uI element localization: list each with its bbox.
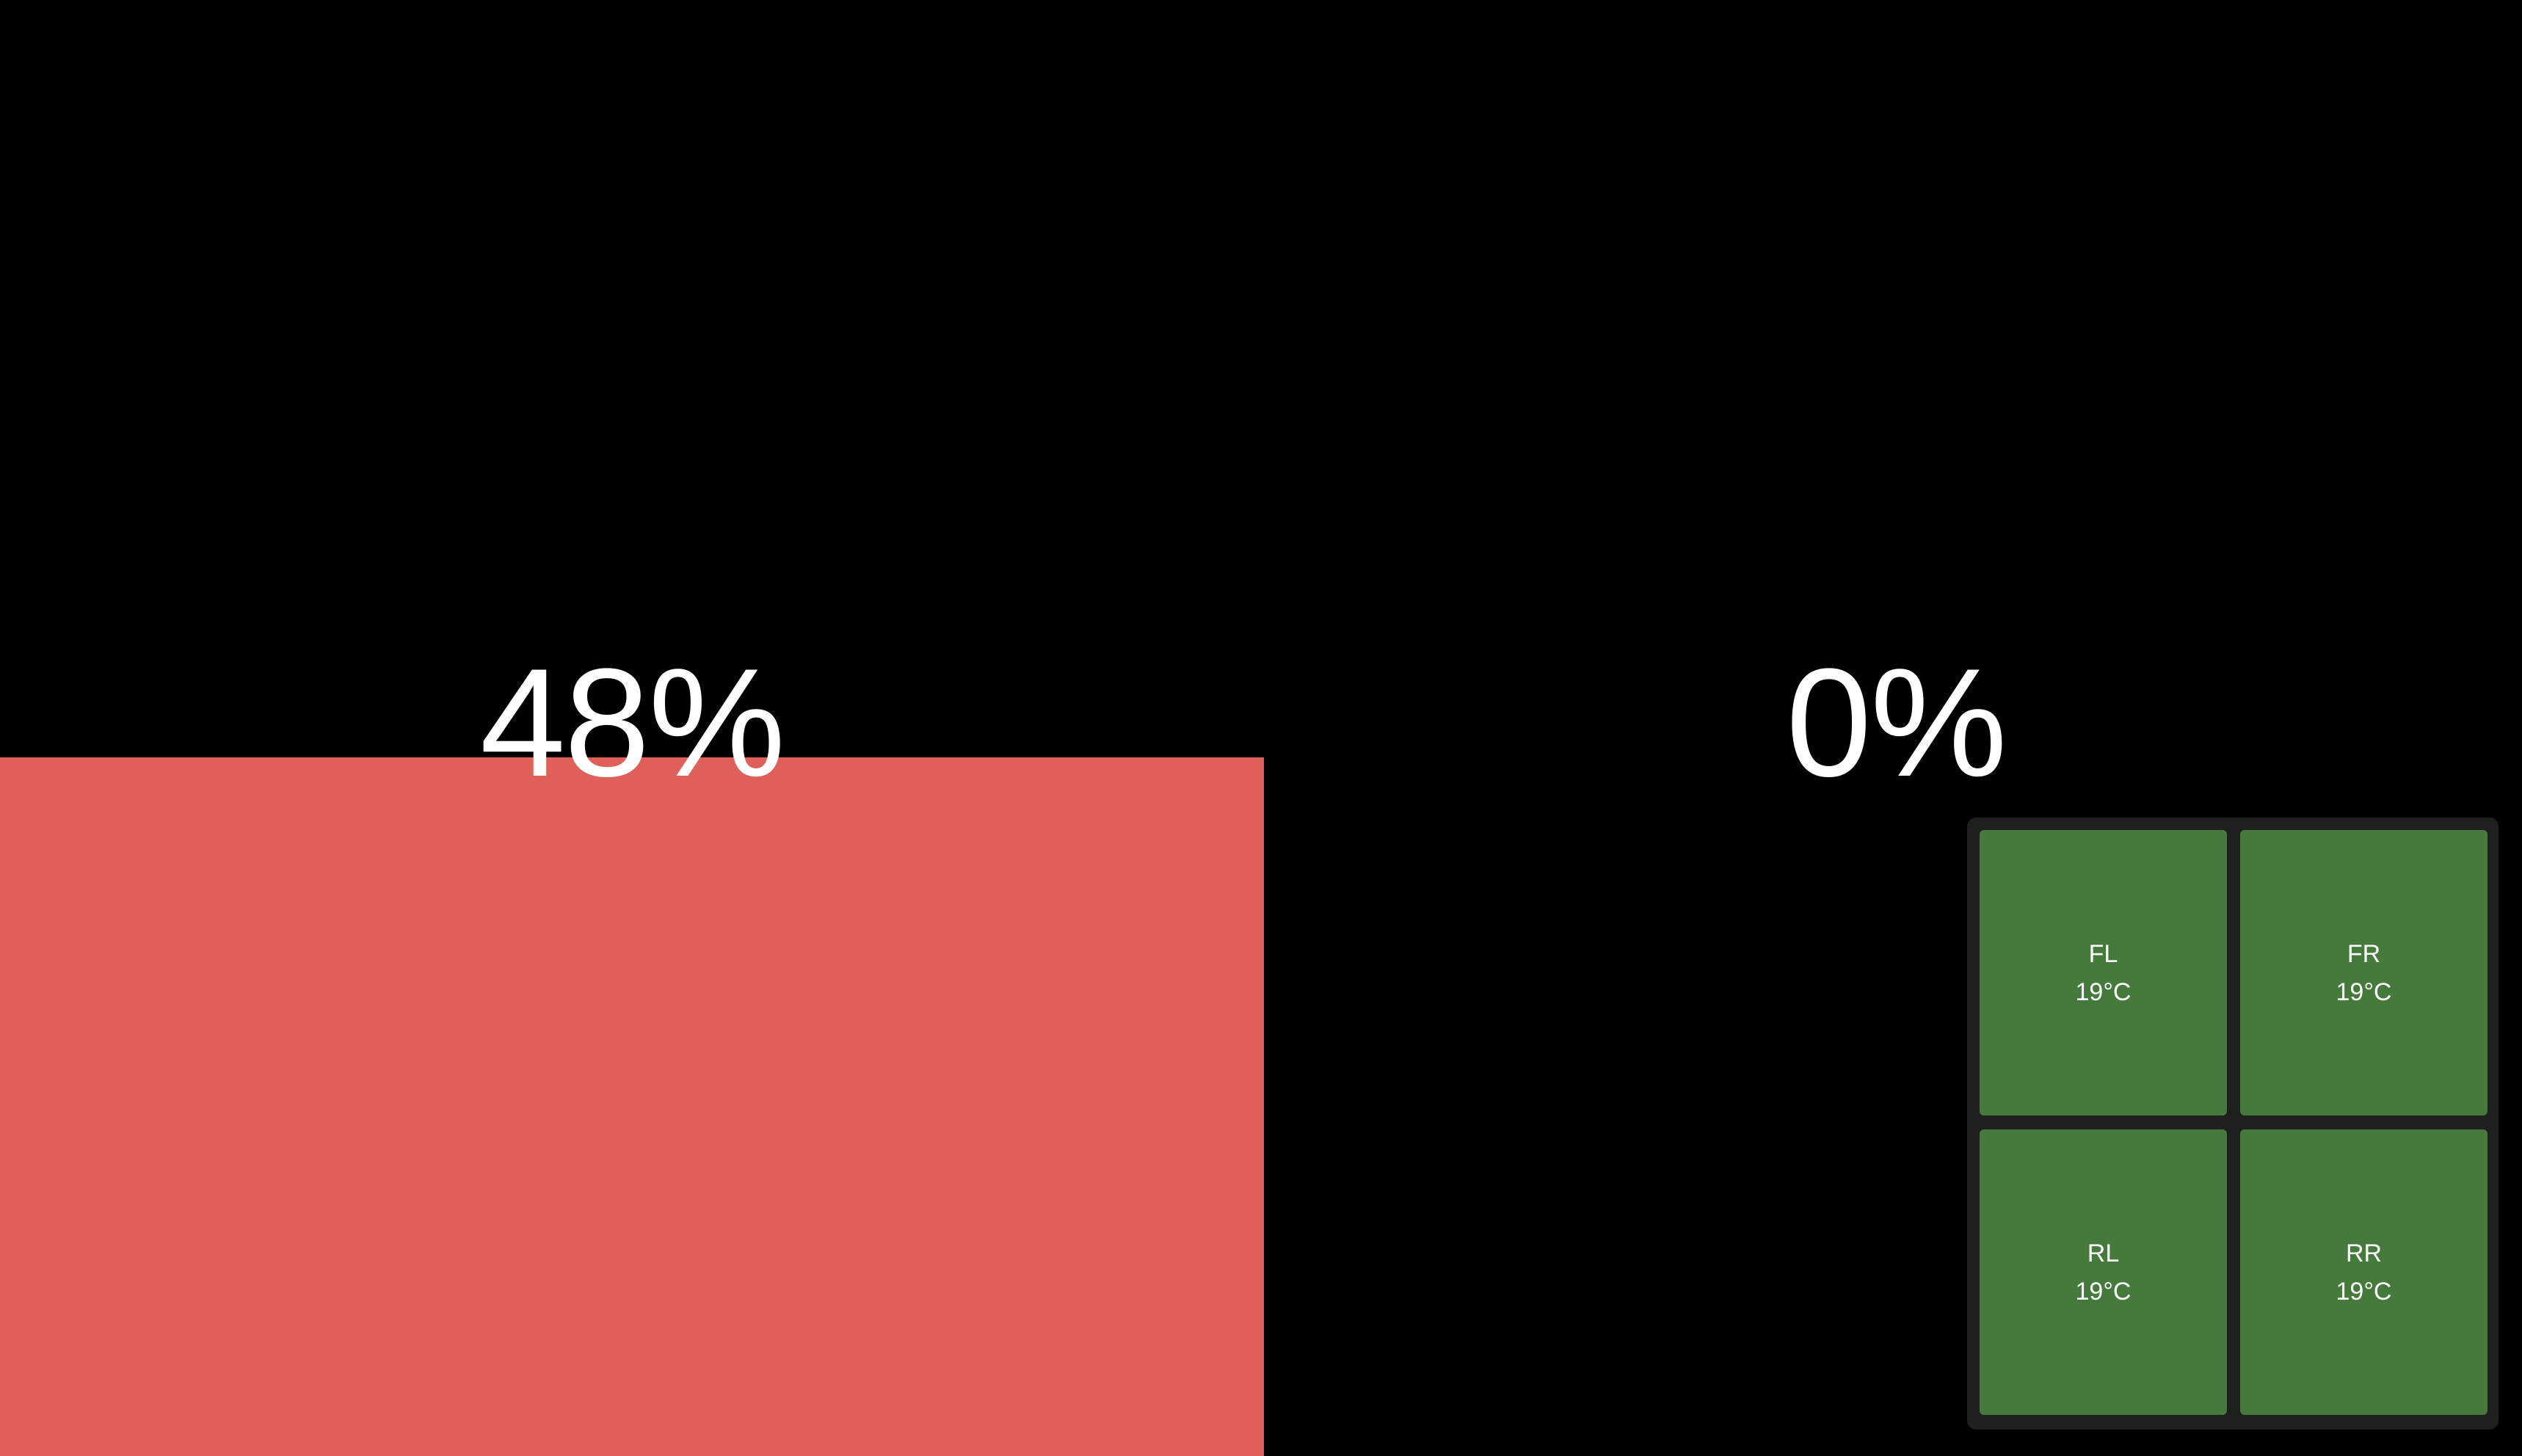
left-gauge-value: 48%: [479, 636, 785, 809]
tyre-rear-right-temp: 19°C: [2336, 1277, 2392, 1306]
tyre-temperature-panel: FL 19°C FR 19°C RL 19°C RR 19°C: [1967, 818, 2499, 1430]
tyre-rear-right[interactable]: RR 19°C: [2240, 1129, 2488, 1415]
tyre-front-left-label: FL: [2088, 939, 2118, 968]
tyre-front-right-label: FR: [2347, 939, 2381, 968]
tyre-front-right[interactable]: FR 19°C: [2240, 830, 2488, 1115]
right-gauge-value: 0%: [1786, 636, 2007, 809]
left-gauge-fill: [0, 757, 1264, 1456]
tyre-rear-left-label: RL: [2087, 1239, 2120, 1267]
right-gauge: 0%: [1264, 0, 2522, 1456]
tyre-front-left[interactable]: FL 19°C: [1980, 830, 2227, 1115]
tyre-rear-right-label: RR: [2345, 1239, 2383, 1267]
tyre-front-left-temp: 19°C: [2075, 978, 2132, 1006]
tyre-rear-left-temp: 19°C: [2075, 1277, 2132, 1306]
left-gauge: 48%: [0, 636, 1264, 1456]
tyre-front-right-temp: 19°C: [2336, 978, 2392, 1006]
tyre-rear-left[interactable]: RL 19°C: [1980, 1129, 2227, 1415]
